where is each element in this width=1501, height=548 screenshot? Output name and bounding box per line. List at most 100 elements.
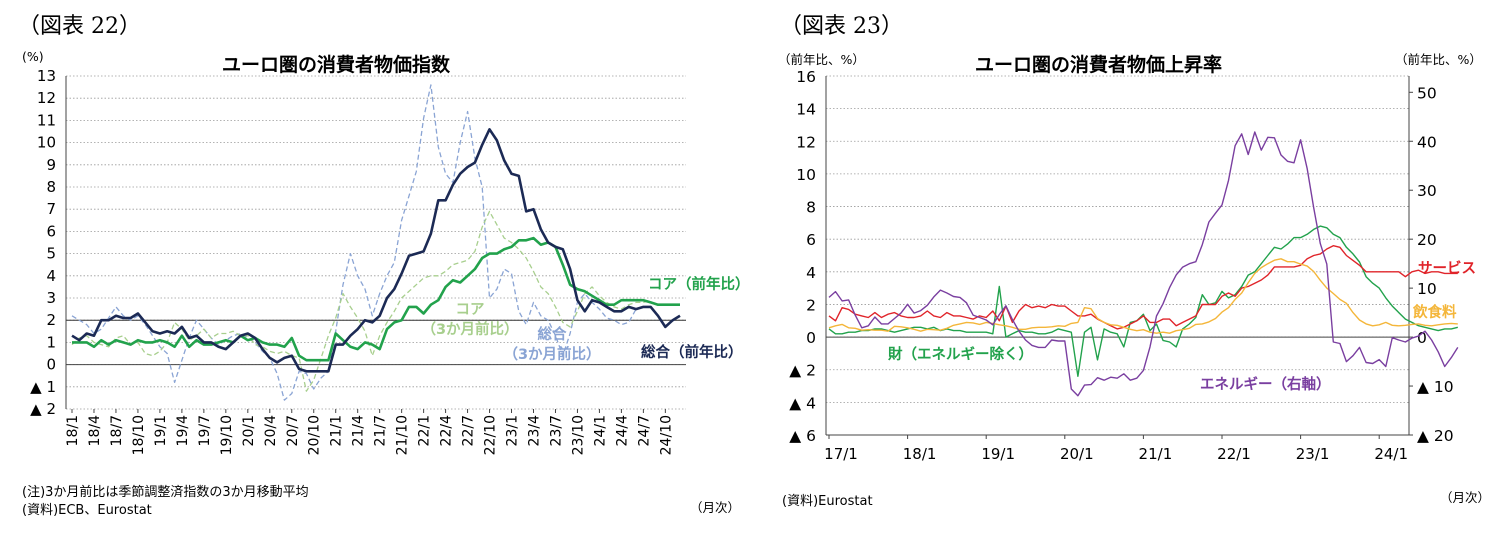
figure-22-series-label: （3か月前比） bbox=[503, 345, 600, 363]
figure-23-y-tick-left: 2 bbox=[806, 296, 816, 314]
figure-22-x-tick: 22/4 bbox=[439, 415, 455, 447]
figure-23-y-tick-left: 8 bbox=[806, 199, 816, 217]
figure-22-y-tick: 6 bbox=[46, 222, 56, 240]
figure-22-series-label: コア（前年比） bbox=[648, 275, 750, 293]
figure-22-x-tick: 19/7 bbox=[197, 415, 213, 446]
figure-23-y-tick-left: ▲ 4 bbox=[789, 394, 816, 412]
figure-23-y-tick-right: 40 bbox=[1417, 133, 1437, 151]
figure-22-y-tick: 9 bbox=[46, 156, 56, 174]
figure-22-y-tick: 1 bbox=[46, 333, 56, 351]
figure-23-title: ユーロ圏の消費者物価上昇率 bbox=[975, 54, 1223, 76]
figure-22-y-tick: 13 bbox=[37, 67, 56, 85]
figure-22-y-tick: 8 bbox=[46, 178, 56, 196]
figure-22-series-line bbox=[71, 128, 681, 373]
figure-23-series-line bbox=[828, 244, 1458, 330]
figure-22-x-tick: 24/7 bbox=[636, 415, 652, 446]
figure-22-label: （図表 22） bbox=[18, 14, 141, 39]
figure-23-series-line bbox=[828, 225, 1458, 377]
figure-22-x-tick: 22/1 bbox=[417, 415, 433, 446]
figure-22-x-tick: 20/4 bbox=[263, 415, 279, 447]
figure-22-x-tick: 20/7 bbox=[285, 415, 301, 446]
figure-23-series-label: 飲食料 bbox=[1412, 303, 1457, 321]
figure-22-y-tick: ▲ 1 bbox=[30, 378, 56, 396]
figure-22-x-tick: 24/4 bbox=[614, 415, 630, 447]
figure-23-y-unit-left: （前年比、%） bbox=[778, 52, 865, 67]
figure-22-x-tick: 20/10 bbox=[307, 415, 323, 455]
figure-23-y-tick-right: 30 bbox=[1417, 182, 1437, 200]
figure-22-x-tick: 23/10 bbox=[570, 415, 586, 455]
figure-23-x-tick: 17/1 bbox=[824, 445, 858, 463]
figure-22-x-tick: 21/4 bbox=[351, 415, 367, 447]
figure-22-y-tick: 11 bbox=[37, 111, 56, 129]
figure-22-y-unit: (%) bbox=[22, 49, 44, 64]
figure-22-x-tick: 18/10 bbox=[131, 415, 147, 455]
figure-23-label: （図表 23） bbox=[780, 14, 903, 39]
figure-23-y-tick-right: 50 bbox=[1417, 84, 1437, 102]
figure-22-y-tick: 5 bbox=[46, 245, 56, 263]
figure-23-series-label: 財（エネルギー除く） bbox=[887, 345, 1033, 363]
figure-23-y-tick-left: 10 bbox=[796, 166, 816, 184]
figure-22-y-tick: ▲ 2 bbox=[30, 400, 56, 418]
figure-23-y-tick-right: 10 bbox=[1417, 280, 1437, 298]
figure-22-series-label: 総合（前年比） bbox=[641, 343, 743, 361]
figure-22-x-tick: 23/7 bbox=[548, 415, 564, 446]
figure-22-x-tick: 23/4 bbox=[526, 415, 542, 447]
figure-22-series-label: （3か月前比） bbox=[421, 320, 518, 338]
figure-23-y-tick-left: 12 bbox=[796, 133, 816, 151]
figure-22-x-tick: 22/7 bbox=[461, 415, 477, 446]
figure-22-y-tick: 4 bbox=[46, 267, 56, 285]
figure-22-x-tick: 24/1 bbox=[592, 415, 608, 446]
figure-22-x-tick: 19/4 bbox=[175, 415, 191, 447]
figure-23-x-tick: 19/1 bbox=[981, 445, 1015, 463]
figure-22-y-tick: 0 bbox=[46, 356, 56, 374]
figure-23-series-line bbox=[828, 258, 1458, 334]
figure-23-y-tick-right: 20 bbox=[1417, 231, 1437, 249]
figure-23-series-line bbox=[828, 131, 1459, 397]
figure-23-y-tick-right: ▲ 20 bbox=[1417, 427, 1454, 445]
figure-22-x-tick: 19/1 bbox=[153, 415, 169, 446]
figure-22-x-tick: 21/7 bbox=[373, 415, 389, 446]
figure-22-x-tick: 22/10 bbox=[483, 415, 499, 455]
figure-23-y-tick-left: ▲ 6 bbox=[789, 427, 816, 445]
figure-23-x-tick: 24/1 bbox=[1374, 445, 1408, 463]
figure-22-y-tick: 2 bbox=[46, 311, 56, 329]
figure-23-x-tick: 20/1 bbox=[1060, 445, 1094, 463]
figure-22-x-tick: 23/1 bbox=[505, 415, 521, 446]
figure-23-series-label: エネルギー（右軸） bbox=[1200, 375, 1331, 393]
figure-23-y-unit-right: （前年比、%） bbox=[1395, 52, 1482, 67]
figure-22-x-tick: 20/1 bbox=[241, 415, 257, 446]
figure-22-y-tick: 7 bbox=[46, 200, 56, 218]
figure-22-series-line bbox=[71, 210, 651, 392]
figure-22-title: ユーロ圏の消費者物価指数 bbox=[222, 54, 451, 76]
figure-22-y-tick: 10 bbox=[37, 134, 56, 152]
figure-22-y-tick: 3 bbox=[46, 289, 56, 307]
figure-22-x-tick: 21/1 bbox=[329, 415, 345, 446]
figure-23-y-tick-left: ▲ 2 bbox=[789, 362, 816, 380]
figure-23-y-tick-right: ▲ 10 bbox=[1417, 378, 1454, 396]
figure-23-y-tick-left: 16 bbox=[796, 68, 816, 86]
figure-23-y-tick-left: 4 bbox=[806, 264, 816, 282]
figure-23-x-unit: （月次） bbox=[1440, 490, 1491, 505]
figure-22-x-tick: 18/4 bbox=[87, 415, 103, 447]
figure-22-x-unit: （月次） bbox=[690, 500, 741, 515]
figure-22-series-line bbox=[71, 84, 637, 401]
figure-23-y-tick-left: 14 bbox=[796, 101, 816, 119]
figure-22-x-tick: 24/10 bbox=[658, 415, 674, 455]
figure-23-source: (資料)Eurostat bbox=[782, 494, 873, 509]
figure-23-y-tick-left: 6 bbox=[806, 231, 816, 249]
figure-22-x-tick: 19/10 bbox=[219, 415, 235, 455]
figure-23-y-tick-left: 0 bbox=[806, 329, 816, 347]
figure-22-x-tick: 18/1 bbox=[65, 415, 81, 446]
figure-22-x-tick: 21/10 bbox=[395, 415, 411, 455]
figure-22-series-line bbox=[72, 236, 680, 362]
figure-23-x-tick: 22/1 bbox=[1217, 445, 1251, 463]
figure-23-y-tick-right: 0 bbox=[1417, 329, 1427, 347]
figure-22-series-label: 総合 bbox=[538, 325, 567, 343]
figure-23-x-tick: 18/1 bbox=[903, 445, 937, 463]
figure-23-series-label: サービス bbox=[1418, 260, 1476, 277]
figure-22-note: (注)3か月前比は季節調整済指数の3か月移動平均 bbox=[22, 485, 309, 500]
figure-22-x-tick: 18/7 bbox=[109, 415, 125, 446]
figure-22-series-label: コア bbox=[456, 302, 485, 318]
